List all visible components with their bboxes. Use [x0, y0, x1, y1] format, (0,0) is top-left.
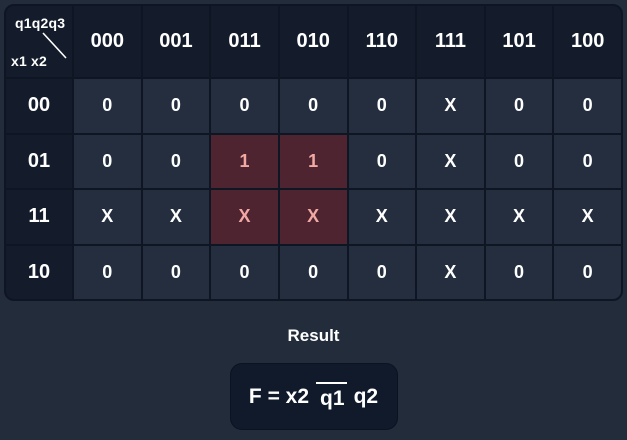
row-header-01: 01 [6, 134, 72, 188]
kmap-cell-01-001[interactable]: 0 [142, 134, 210, 188]
kmap-cell-11-111[interactable]: X [417, 190, 484, 244]
kmap-cell-01-111[interactable]: X [417, 134, 484, 188]
kmap-cell-10-100[interactable]: 0 [554, 245, 621, 299]
kmap-cell-01-110[interactable]: 0 [348, 134, 416, 188]
formula-not-q1-term: q1 [316, 382, 347, 411]
kmap-cell-00-011[interactable]: 0 [211, 79, 278, 133]
kmap-cell-00-111[interactable]: X [417, 79, 484, 133]
corner-label-columns: q1q2q3 [15, 15, 66, 31]
formula-suffix: q2 [353, 384, 379, 408]
kmap-cell-01-100[interactable]: 0 [554, 134, 621, 188]
kmap-cell-10-001[interactable]: 0 [142, 245, 210, 299]
kmap-cell-00-101[interactable]: 0 [485, 79, 553, 133]
col-header-000: 000 [74, 6, 141, 77]
kmap-cell-01-010[interactable]: 1 [279, 134, 347, 188]
kmap-cell-11-110[interactable]: X [348, 190, 416, 244]
corner-diagonal-line [42, 32, 67, 59]
kmap-cell-11-000[interactable]: X [74, 190, 141, 244]
col-header-111: 111 [417, 6, 484, 77]
kmap-cell-01-000[interactable]: 0 [74, 134, 141, 188]
result-formula-box: F = x2 q1 q2 [229, 363, 398, 430]
kmap-cell-10-111[interactable]: X [417, 245, 484, 299]
corner-label-rows: x1 x2 [11, 53, 48, 69]
formula-prefix: F = x2 [248, 384, 310, 408]
kmap-cell-11-001[interactable]: X [142, 190, 210, 244]
kmap-table: q1q2q3 x1 x2 000 001 011 010 110 111 101 100 00 0 0 0… [4, 4, 623, 301]
col-header-110: 110 [348, 6, 416, 77]
col-header-101: 101 [485, 6, 553, 77]
kmap-cell-00-100[interactable]: 0 [554, 79, 621, 133]
kmap-cell-10-000[interactable]: 0 [74, 245, 141, 299]
kmap-cell-11-010[interactable]: X [279, 190, 347, 244]
row-header-10: 10 [6, 245, 72, 299]
row-header-00: 00 [6, 79, 72, 133]
kmap-cell-11-100[interactable]: X [554, 190, 621, 244]
col-header-010: 010 [279, 6, 347, 77]
kmap-cell-10-010[interactable]: 0 [279, 245, 347, 299]
result-section: Result F = x2 q1 q2 [0, 326, 627, 430]
kmap-corner-cell: q1q2q3 x1 x2 [6, 6, 72, 77]
kmap-cell-00-000[interactable]: 0 [74, 79, 141, 133]
col-header-011: 011 [211, 6, 278, 77]
row-header-11: 11 [6, 190, 72, 244]
kmap-cell-10-110[interactable]: 0 [348, 245, 416, 299]
result-heading: Result [287, 326, 340, 345]
kmap-cell-10-101[interactable]: 0 [485, 245, 553, 299]
kmap-cell-01-011[interactable]: 1 [211, 134, 278, 188]
kmap-cell-00-110[interactable]: 0 [348, 79, 416, 133]
kmap-cell-01-101[interactable]: 0 [485, 134, 553, 188]
col-header-001: 001 [142, 6, 210, 77]
kmap-cell-00-001[interactable]: 0 [142, 79, 210, 133]
kmap-cell-00-010[interactable]: 0 [279, 79, 347, 133]
kmap-cell-11-011[interactable]: X [211, 190, 278, 244]
kmap-cell-11-101[interactable]: X [485, 190, 553, 244]
kmap-cell-10-011[interactable]: 0 [211, 245, 278, 299]
col-header-100: 100 [554, 6, 621, 77]
